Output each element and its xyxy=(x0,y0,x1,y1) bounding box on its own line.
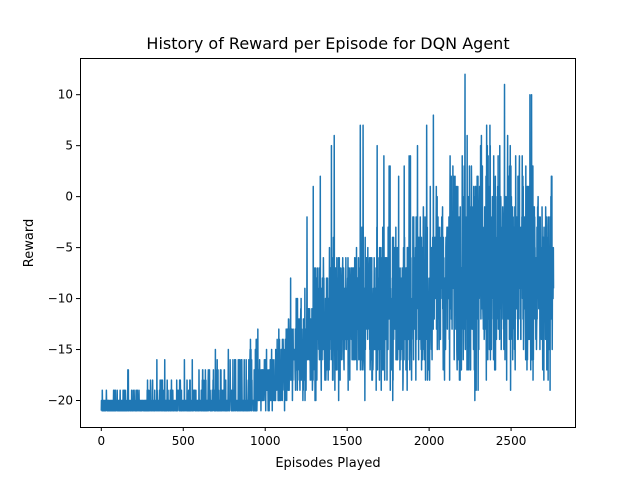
plot-frame xyxy=(80,58,576,428)
y-tick-label: 0 xyxy=(65,190,73,204)
y-tick-label: −10 xyxy=(48,292,73,306)
y-tick-label: 5 xyxy=(65,139,73,153)
x-axis: 0 500 1000 1500 2000 2500 xyxy=(97,427,526,448)
x-tick-label: 2000 xyxy=(414,434,445,448)
y-tick-label: 10 xyxy=(58,88,73,102)
reward-series-line xyxy=(100,73,555,412)
x-tick-label: 500 xyxy=(172,434,195,448)
y-tick-label: −5 xyxy=(55,241,73,255)
x-tick-label: 0 xyxy=(97,434,105,448)
x-tick-label: 1000 xyxy=(250,434,281,448)
chart-title: History of Reward per Episode for DQN Ag… xyxy=(146,34,509,53)
plot-area xyxy=(100,73,555,412)
x-tick-label: 1500 xyxy=(332,434,363,448)
x-axis-label: Episodes Played xyxy=(275,456,380,471)
y-tick-label: −20 xyxy=(48,393,73,407)
y-axis-label: Reward xyxy=(22,219,37,267)
y-axis: −20 −15 −10 −5 0 5 10 xyxy=(48,88,80,407)
x-tick-label: 2500 xyxy=(496,434,527,448)
y-tick-label: −15 xyxy=(48,343,73,357)
